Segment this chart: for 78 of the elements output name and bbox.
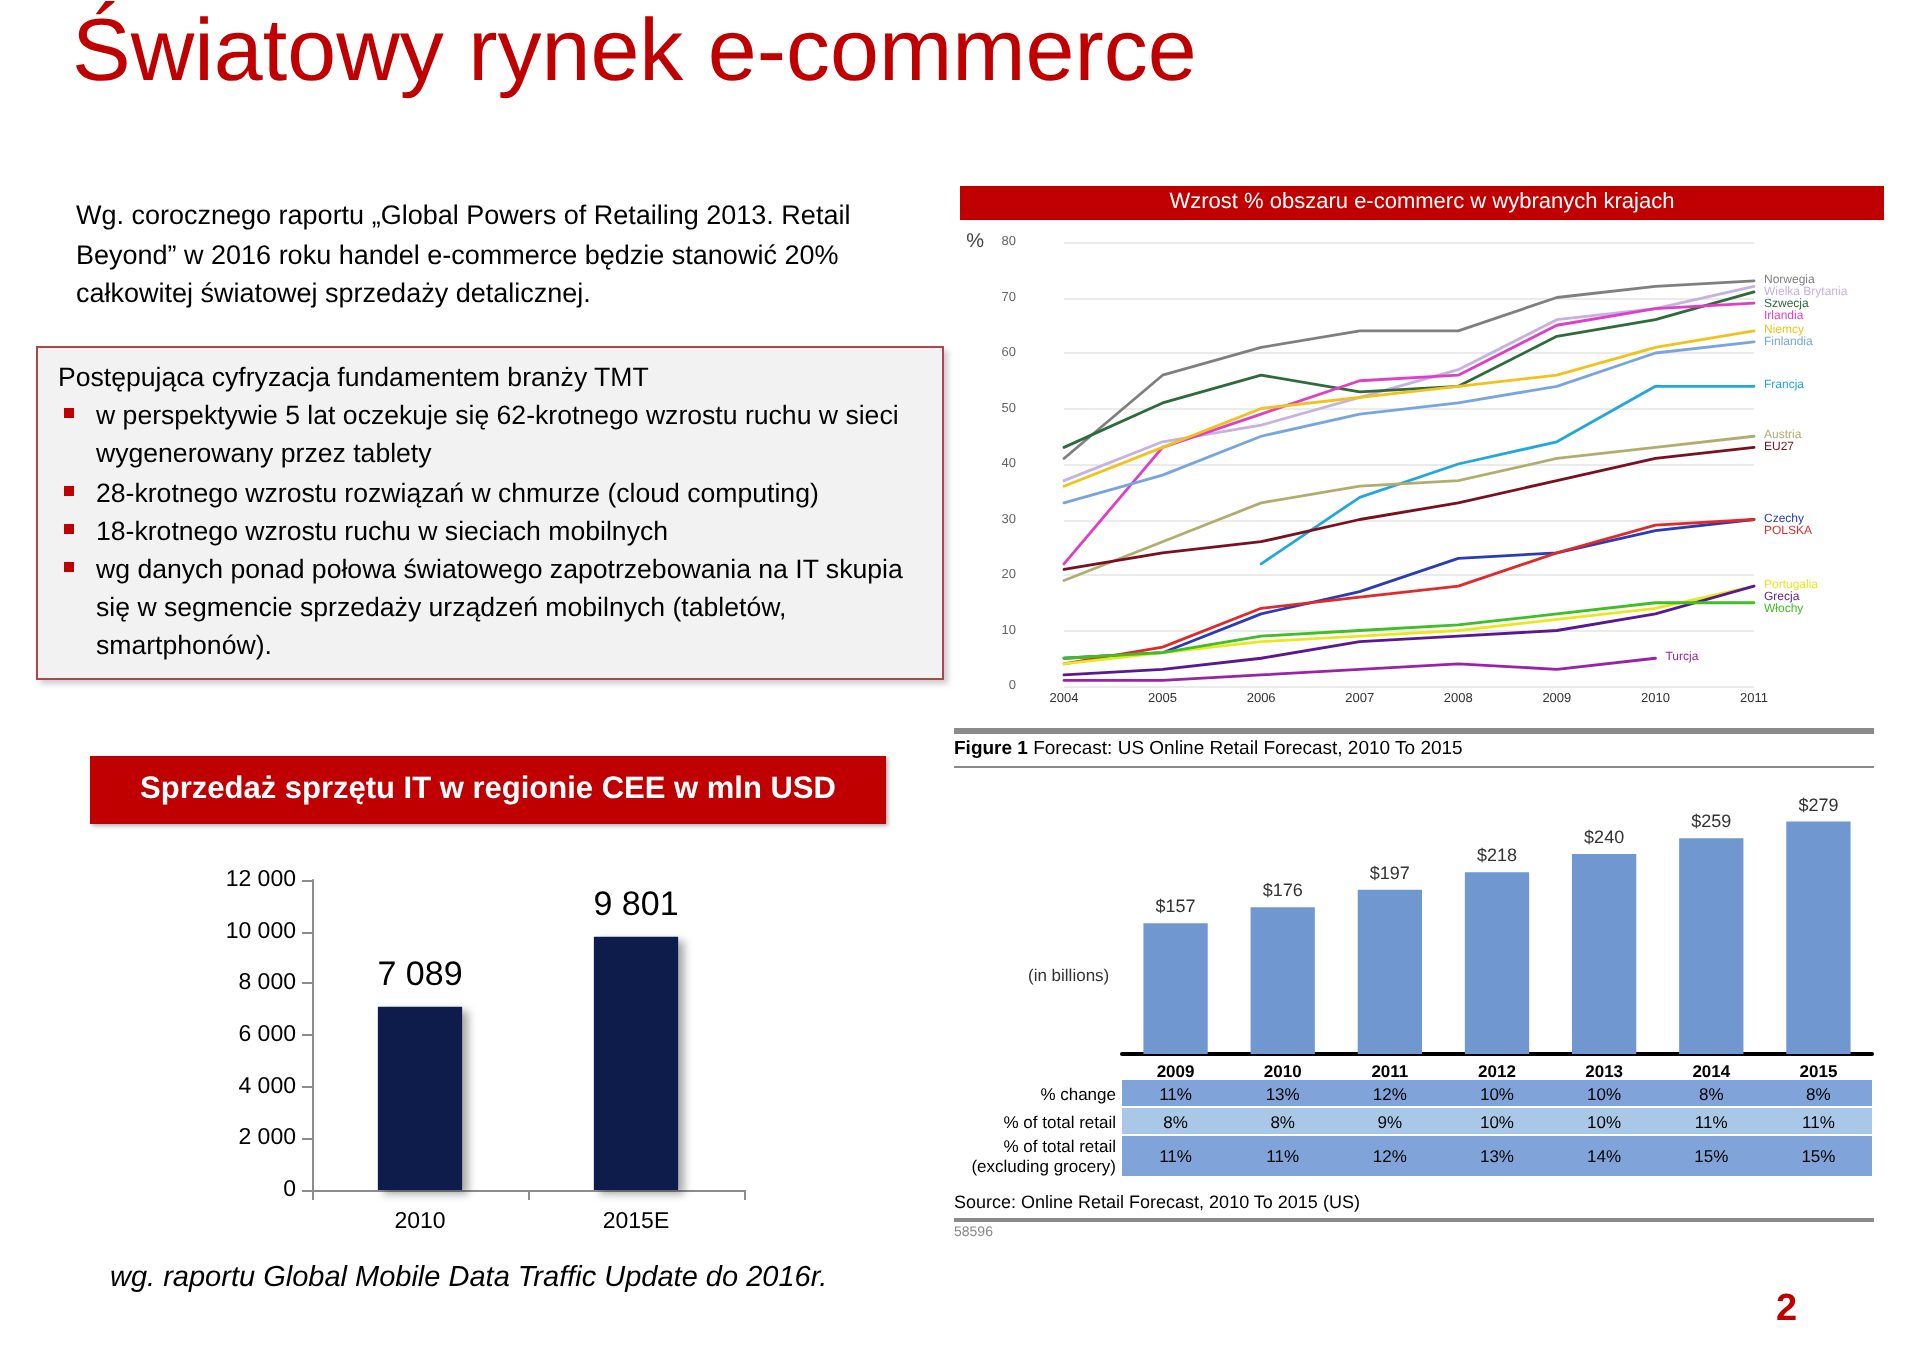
chart-subtitle: Forecast: US Online Retail Forecast, 2010 To 2015: [1031, 738, 1463, 760]
line-series: [1259, 384, 1756, 566]
text: 11%: [1266, 1146, 1300, 1166]
line-series: [1062, 340, 1756, 505]
data-label: $197: [1369, 862, 1410, 883]
data-label: $259: [1691, 811, 1732, 832]
x-tick-label: 2009: [1156, 1061, 1196, 1081]
chart-title: Wzrost % obszaru e-commerc w wybranych krajach: [1169, 190, 1675, 214]
bar: [1143, 923, 1208, 1054]
text: 8%: [1698, 1083, 1724, 1103]
y-tick-label: 10 000: [225, 919, 296, 944]
text: 13%: [1479, 1146, 1514, 1166]
text: % of total retail (excluding grocery): [969, 1136, 1116, 1176]
text: 8%: [1163, 1111, 1188, 1131]
y-axis-title: %: [966, 231, 985, 253]
text: 12%: [1372, 1083, 1407, 1103]
text: w perspektywie 5 lat oczekuje się 62-krotnego wzrostu ruchu w sieci wygenerowany przez tablety: [96, 400, 899, 469]
text: 15%: [1694, 1146, 1729, 1166]
text: 8%: [1270, 1111, 1295, 1131]
x-tick-label: 2015E: [602, 1210, 670, 1234]
chart-title: Figure 1: [954, 738, 1028, 760]
bar: [1786, 821, 1851, 1054]
bar: [1572, 854, 1637, 1054]
y-tick-label: 2 000: [238, 1126, 296, 1151]
y-tick-label: 6 000: [238, 1023, 296, 1047]
data-label: $240: [1584, 827, 1625, 847]
text: 14%: [1587, 1146, 1622, 1166]
chart-title: Sprzedaż sprzętu IT w regionie CEE w mln USD: [140, 772, 836, 806]
text: 2: [1776, 1288, 1798, 1330]
text: 9%: [1377, 1111, 1403, 1131]
text: Postępująca cyfryzacja fundamentem branży TMT: [58, 362, 649, 392]
text: 11%: [1159, 1146, 1192, 1166]
text: 11%: [1802, 1111, 1835, 1131]
y-tick-label: 4 000: [238, 1074, 296, 1099]
y-axis-title: (in billions): [1028, 965, 1110, 985]
text: 10%: [1479, 1111, 1514, 1131]
data-label: $218: [1476, 845, 1518, 866]
data-label: 9 801: [593, 884, 679, 923]
line-series: [1062, 329, 1756, 488]
text: 15%: [1801, 1146, 1836, 1166]
text: 10%: [1479, 1083, 1514, 1103]
text: Wg. corocznego raportu „Global Powers of Retailing 2013. Retail Beyond” w 2016 roku handel e-commerce będzie stanowić 20% całkowitej światowej sprzedaży detalicznej.: [76, 200, 851, 308]
text: 8%: [1806, 1083, 1831, 1103]
text: wg. raportu Global Mobile Data Traffic Update do 2016r.: [110, 1262, 828, 1294]
bar: [1357, 889, 1422, 1054]
x-tick-label: 2012: [1478, 1061, 1517, 1081]
x-tick-label: 2013: [1585, 1061, 1624, 1081]
x-tick-label: 2014: [1692, 1061, 1731, 1081]
bar: [1464, 872, 1530, 1054]
text: 13%: [1265, 1083, 1300, 1103]
text: 10%: [1587, 1111, 1622, 1131]
x-tick-label: 2010: [394, 1210, 446, 1234]
data-label: $279: [1798, 794, 1839, 815]
text: 12%: [1372, 1146, 1407, 1166]
data-label: 7 089: [377, 954, 463, 993]
bar: [1679, 838, 1744, 1054]
source-note: Source: Online Retail Forecast, 2010 To 2015 (US): [954, 1192, 1360, 1212]
line-series: [1062, 656, 1657, 682]
text: 11%: [1159, 1083, 1192, 1103]
text: Światowy rynek e-commerce: [72, 2, 1197, 100]
line-series: [1062, 301, 1756, 566]
data-label: $176: [1262, 880, 1303, 901]
x-tick-label: 2010: [1263, 1061, 1303, 1081]
text: % change: [1040, 1083, 1116, 1103]
x-tick-label: 2011: [1371, 1061, 1409, 1081]
text: 11%: [1694, 1111, 1728, 1131]
line-series: [1062, 601, 1756, 660]
text: 18-krotnego wzrostu ruchu w sieciach mobilnych: [96, 515, 669, 546]
bar: [1250, 907, 1315, 1054]
data-label: $157: [1155, 896, 1196, 917]
text: 10%: [1587, 1083, 1622, 1103]
text: % of total retail: [1003, 1111, 1116, 1131]
y-tick-label: 12 000: [225, 868, 296, 892]
y-tick-label: 8 000: [238, 971, 296, 996]
text: 28-krotnego wzrostu rozwiązań w chmurze (cloud computing): [96, 477, 819, 508]
x-tick-label: 2015: [1799, 1061, 1838, 1081]
text: wg danych ponad połowa światowego zapotrzebowania na IT skupia się w segmencie sprzedaży urządzeń mobilnych (tabletów, smartphonów).: [96, 554, 903, 661]
y-tick-label: 0: [283, 1178, 296, 1202]
